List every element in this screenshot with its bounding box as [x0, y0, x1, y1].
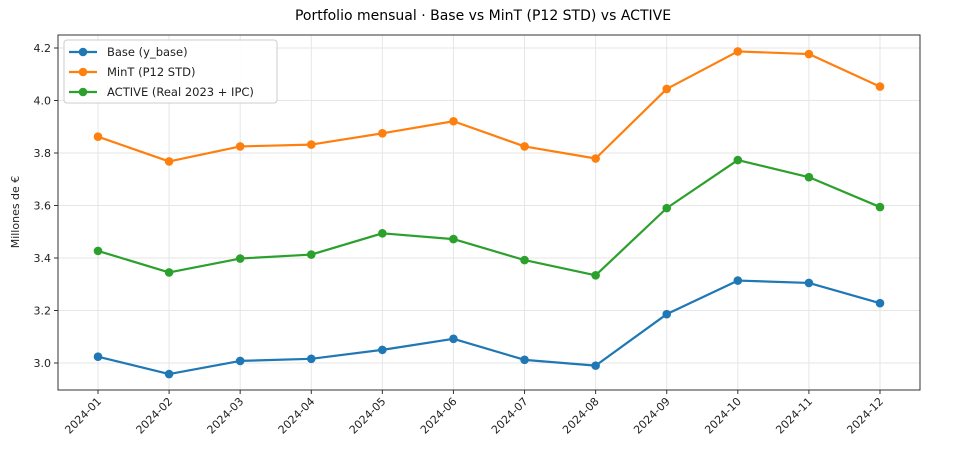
y-axis-label: Millones de €	[9, 176, 22, 249]
data-point	[875, 202, 885, 212]
data-point	[164, 268, 174, 277]
x-tick-label: 2024-10	[702, 395, 744, 437]
data-point	[662, 84, 672, 94]
x-tick-label: 2024-02	[134, 395, 176, 437]
data-point	[93, 352, 103, 362]
series-line	[97, 50, 881, 163]
y-tick-label: 3.8	[34, 147, 52, 160]
series-3	[93, 155, 885, 280]
data-point	[591, 271, 600, 280]
data-point	[306, 140, 316, 149]
data-point	[591, 361, 600, 370]
x-tick-label: 2024-03	[205, 395, 247, 437]
data-point	[520, 355, 529, 365]
plot-area-frame	[57, 34, 921, 391]
x-tick-label: 2024-07	[489, 395, 531, 437]
data-point	[306, 354, 316, 364]
y-tick-label: 3.2	[34, 305, 52, 318]
data-point	[235, 142, 245, 151]
data-point	[804, 172, 814, 182]
data-point	[449, 116, 458, 126]
series-2	[93, 47, 885, 166]
y-tick-label: 3.6	[34, 200, 52, 213]
y-axis: 3.0 3.2 3.4 3.6 3.8 4.0 4.2	[34, 42, 58, 370]
legend-marker	[78, 67, 88, 77]
data-point	[378, 345, 387, 355]
data-point	[804, 49, 814, 59]
data-point	[93, 132, 103, 142]
legend-item: Base (y_base)	[69, 45, 188, 59]
data-point	[378, 229, 387, 238]
legend-label: ACTIVE (Real 2023 + IPC)	[107, 85, 254, 99]
chart-title: Portfolio mensual · Base vs MinT (P12 ST…	[295, 8, 671, 24]
legend-item: ACTIVE (Real 2023 + IPC)	[69, 85, 254, 99]
legend: Base (y_base) MinT (P12 STD) ACTIVE (Real …	[63, 39, 278, 104]
legend-box	[63, 39, 278, 104]
series-line	[97, 158, 881, 277]
data-point	[662, 203, 672, 213]
series-line	[97, 279, 881, 376]
data-point	[591, 154, 600, 163]
data-point	[520, 255, 529, 265]
x-tick-label: 2024-09	[631, 395, 673, 437]
y-tick-label: 4.2	[34, 42, 52, 55]
data-point	[875, 298, 885, 308]
y-tick-label: 4.0	[34, 95, 52, 108]
series-1	[93, 276, 885, 379]
data-point	[164, 157, 174, 166]
data-point	[306, 250, 316, 259]
data-point	[378, 129, 387, 138]
legend-label: Base (y_base)	[107, 45, 188, 59]
x-tick-label: 2024-01	[62, 395, 104, 437]
data-point	[733, 47, 743, 56]
y-tick-label: 3.0	[34, 357, 52, 370]
x-axis: 2024-01 2024-02 2024-03 2024-04 2024-05 2024-…	[62, 390, 886, 437]
data-point	[235, 254, 245, 263]
data-point	[520, 142, 529, 151]
y-tick-label: 3.4	[34, 252, 52, 265]
x-tick-label: 2024-11	[773, 395, 815, 437]
legend-label: MinT (P12 STD)	[107, 65, 195, 79]
legend-marker	[78, 47, 88, 57]
data-point	[449, 334, 458, 344]
legend-item: MinT (P12 STD)	[69, 65, 195, 79]
data-point	[449, 234, 458, 244]
data-point	[733, 276, 743, 285]
data-point	[662, 309, 672, 319]
data-point	[875, 82, 885, 91]
x-tick-label: 2024-05	[347, 395, 389, 437]
x-tick-label: 2024-04	[276, 395, 318, 437]
legend-marker	[78, 87, 88, 97]
data-point	[804, 278, 814, 288]
x-tick-label: 2024-12	[844, 395, 886, 437]
data-point	[235, 356, 245, 366]
data-point	[164, 369, 174, 379]
data-point	[93, 246, 103, 256]
data-point	[733, 155, 743, 165]
series-group	[93, 47, 885, 379]
x-tick-label: 2024-06	[418, 395, 460, 437]
x-tick-label: 2024-08	[560, 395, 602, 437]
